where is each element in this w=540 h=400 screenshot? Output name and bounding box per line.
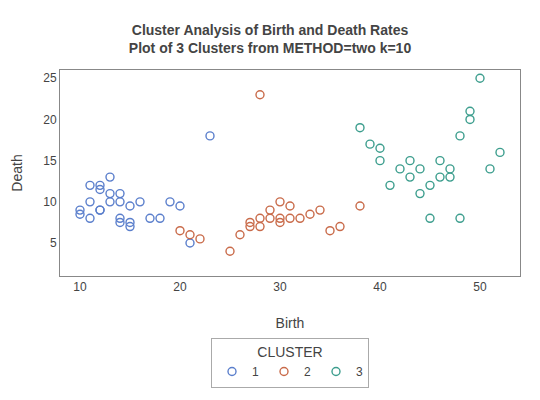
svg-text:10: 10: [73, 280, 87, 294]
svg-text:10: 10: [43, 195, 57, 209]
svg-text:20: 20: [173, 280, 187, 294]
svg-text:2: 2: [304, 365, 311, 379]
svg-text:Birth: Birth: [276, 315, 305, 331]
svg-text:15: 15: [43, 154, 57, 168]
svg-text:40: 40: [373, 280, 387, 294]
svg-text:50: 50: [473, 280, 487, 294]
svg-text:5: 5: [50, 236, 57, 250]
svg-text:Cluster Analysis of Birth and: Cluster Analysis of Birth and Death Rate…: [129, 22, 412, 56]
svg-text:20: 20: [43, 113, 57, 127]
svg-text:1: 1: [252, 365, 259, 379]
svg-text:Death: Death: [9, 154, 25, 191]
svg-text:25: 25: [43, 71, 57, 85]
svg-text:30: 30: [273, 280, 287, 294]
svg-text:3: 3: [356, 365, 363, 379]
svg-text:CLUSTER: CLUSTER: [257, 344, 322, 360]
